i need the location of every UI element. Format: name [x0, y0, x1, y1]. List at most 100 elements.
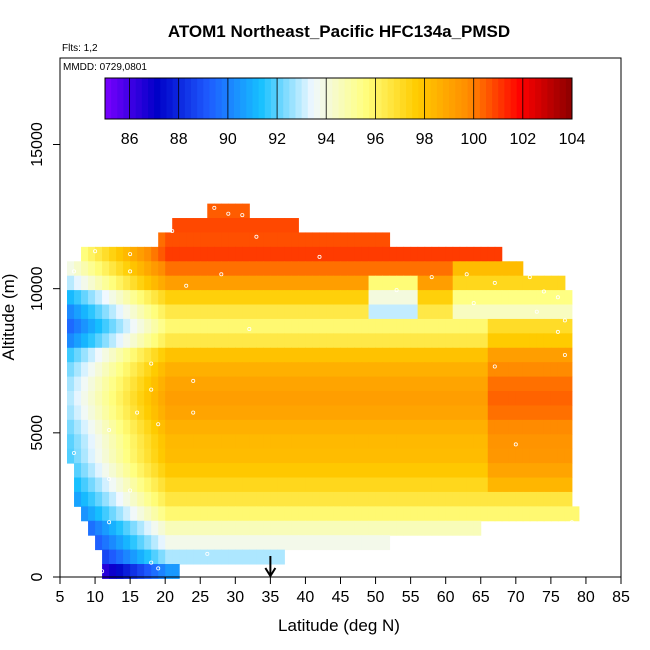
heatmap-cell — [536, 405, 545, 421]
heatmap-cell — [130, 549, 138, 565]
sample-point — [65, 508, 70, 513]
heatmap-cell — [193, 448, 201, 464]
heatmap-cell — [431, 463, 440, 479]
heatmap-cell — [305, 362, 313, 378]
heatmap-cell — [452, 261, 461, 277]
heatmap-cell — [466, 419, 475, 435]
heatmap-cell — [158, 347, 166, 363]
heatmap-cell — [347, 275, 356, 291]
heatmap-cell — [88, 362, 96, 378]
heatmap-cell — [536, 463, 545, 479]
heatmap-cell — [550, 333, 559, 349]
heatmap-cell — [375, 448, 384, 464]
heatmap-cell — [137, 405, 145, 421]
heatmap-cell — [326, 261, 334, 277]
heatmap-cell — [361, 304, 370, 320]
heatmap-cell — [557, 391, 566, 406]
heatmap-cell — [445, 463, 454, 479]
heatmap-cell — [403, 405, 412, 421]
heatmap-cell — [81, 333, 89, 349]
heatmap-cell — [137, 520, 145, 536]
heatmap-cell — [326, 391, 334, 406]
heatmap-cell — [312, 318, 320, 334]
heatmap-cell — [249, 405, 257, 421]
heatmap-cell — [256, 290, 264, 306]
heatmap-cell — [529, 434, 538, 450]
heatmap-cell — [508, 347, 517, 363]
heatmap-cell — [256, 506, 264, 522]
heatmap-cell — [102, 376, 110, 392]
heatmap-cell — [438, 419, 447, 435]
colorbar-segment — [148, 78, 155, 119]
heatmap-cell — [284, 419, 292, 435]
heatmap-cell — [382, 506, 391, 522]
heatmap-cell — [116, 304, 124, 320]
heatmap-cell — [200, 477, 208, 493]
heatmap-cell — [214, 549, 222, 565]
heatmap-cell — [284, 448, 292, 464]
heatmap-cell — [417, 362, 426, 378]
heatmap-cell — [158, 304, 166, 320]
heatmap-cell — [263, 290, 271, 306]
heatmap-cell — [326, 318, 334, 334]
heatmap-cell — [501, 261, 510, 277]
heatmap-cell — [501, 333, 510, 349]
heatmap-cell — [123, 491, 131, 507]
heatmap-cell — [536, 304, 545, 320]
heatmap-cell — [550, 318, 559, 334]
heatmap-cell — [473, 318, 482, 334]
colorbar-segment — [178, 78, 186, 119]
heatmap-cell — [123, 391, 131, 406]
heatmap-cell — [487, 290, 496, 306]
heatmap-cell — [438, 318, 447, 334]
heatmap-cell — [305, 333, 313, 349]
heatmap-cell — [319, 419, 327, 435]
heatmap-cell — [389, 419, 398, 435]
heatmap-cell — [298, 232, 306, 248]
heatmap-cell — [249, 434, 257, 450]
heatmap-cell — [263, 318, 271, 334]
heatmap-cell — [193, 232, 201, 248]
heatmap-cell — [158, 261, 166, 277]
heatmap-cell — [95, 491, 103, 507]
heatmap-cell — [494, 275, 503, 291]
heatmap-cell — [284, 218, 292, 233]
heatmap-cell — [452, 275, 461, 291]
heatmap-cell — [172, 246, 180, 262]
heatmap-cell — [298, 405, 306, 421]
heatmap-cell — [305, 376, 313, 392]
heatmap-cell — [123, 246, 131, 262]
heatmap-cell — [473, 391, 482, 406]
heatmap-cell — [270, 318, 278, 334]
heatmap-cell — [508, 290, 517, 306]
heatmap-cell — [151, 275, 159, 291]
heatmap-cell — [200, 333, 208, 349]
heatmap-cell — [494, 347, 503, 363]
heatmap-cell — [459, 405, 468, 421]
heatmap-cell — [543, 333, 552, 349]
heatmap-cell — [270, 549, 278, 565]
heatmap-cell — [494, 434, 503, 450]
heatmap-cell — [193, 376, 201, 392]
heatmap-cell — [116, 520, 124, 536]
heatmap-cell — [515, 405, 524, 421]
heatmap-cell — [487, 434, 496, 450]
heatmap-cell — [67, 434, 75, 450]
sample-point — [527, 275, 532, 280]
colorbar-segment — [135, 78, 143, 119]
heatmap-cell — [186, 463, 194, 479]
heatmap-cell — [508, 275, 517, 291]
heatmap-cell — [193, 218, 201, 233]
heatmap-cell — [305, 491, 313, 507]
heatmap-cell — [256, 491, 264, 507]
heatmap-cell — [494, 304, 503, 320]
heatmap-cell — [263, 448, 271, 464]
heatmap-cell — [389, 362, 398, 378]
heatmap-cell — [515, 347, 524, 363]
heatmap-cell — [228, 376, 236, 392]
heatmap-cell — [480, 376, 489, 392]
heatmap-cell — [67, 261, 75, 277]
heatmap-cell — [333, 232, 341, 248]
heatmap-cell — [480, 434, 489, 450]
heatmap-cell — [319, 391, 327, 406]
